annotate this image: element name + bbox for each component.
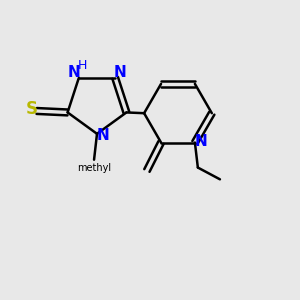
Text: N: N: [195, 134, 208, 149]
Text: S: S: [26, 100, 38, 118]
Text: N: N: [67, 65, 80, 80]
Text: N: N: [97, 128, 110, 143]
Text: H: H: [78, 59, 87, 72]
Text: methyl: methyl: [77, 163, 111, 173]
Text: N: N: [114, 65, 127, 80]
